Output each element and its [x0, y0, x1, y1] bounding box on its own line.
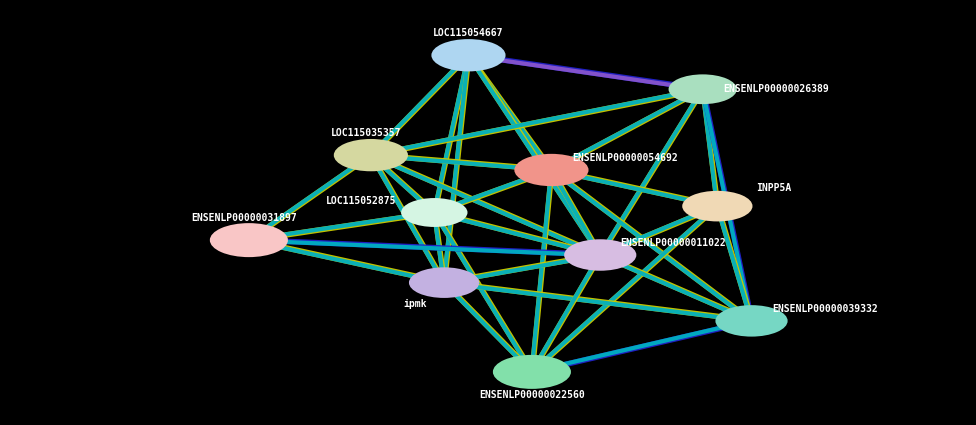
Circle shape	[401, 198, 468, 227]
Circle shape	[514, 154, 589, 186]
Text: LOC115052875: LOC115052875	[326, 196, 396, 206]
Circle shape	[493, 355, 571, 389]
Circle shape	[334, 139, 408, 171]
Text: ENSENLP00000011022: ENSENLP00000011022	[621, 238, 726, 248]
Text: ENSENLP00000054692: ENSENLP00000054692	[572, 153, 677, 163]
Circle shape	[431, 39, 506, 71]
Circle shape	[210, 223, 288, 257]
Text: ENSENLP00000031897: ENSENLP00000031897	[191, 213, 297, 223]
Text: ENSENLP00000022560: ENSENLP00000022560	[479, 390, 585, 400]
Circle shape	[715, 305, 788, 337]
Circle shape	[564, 239, 636, 271]
Circle shape	[409, 267, 479, 298]
Text: LOC115035357: LOC115035357	[331, 128, 401, 138]
Text: ipmk: ipmk	[403, 299, 427, 309]
Text: ENSENLP00000026389: ENSENLP00000026389	[723, 84, 829, 94]
Text: INPP5A: INPP5A	[756, 183, 792, 193]
Circle shape	[669, 74, 737, 104]
Circle shape	[682, 191, 752, 221]
Text: LOC115054667: LOC115054667	[433, 28, 504, 38]
Text: ENSENLP00000039332: ENSENLP00000039332	[772, 304, 877, 314]
